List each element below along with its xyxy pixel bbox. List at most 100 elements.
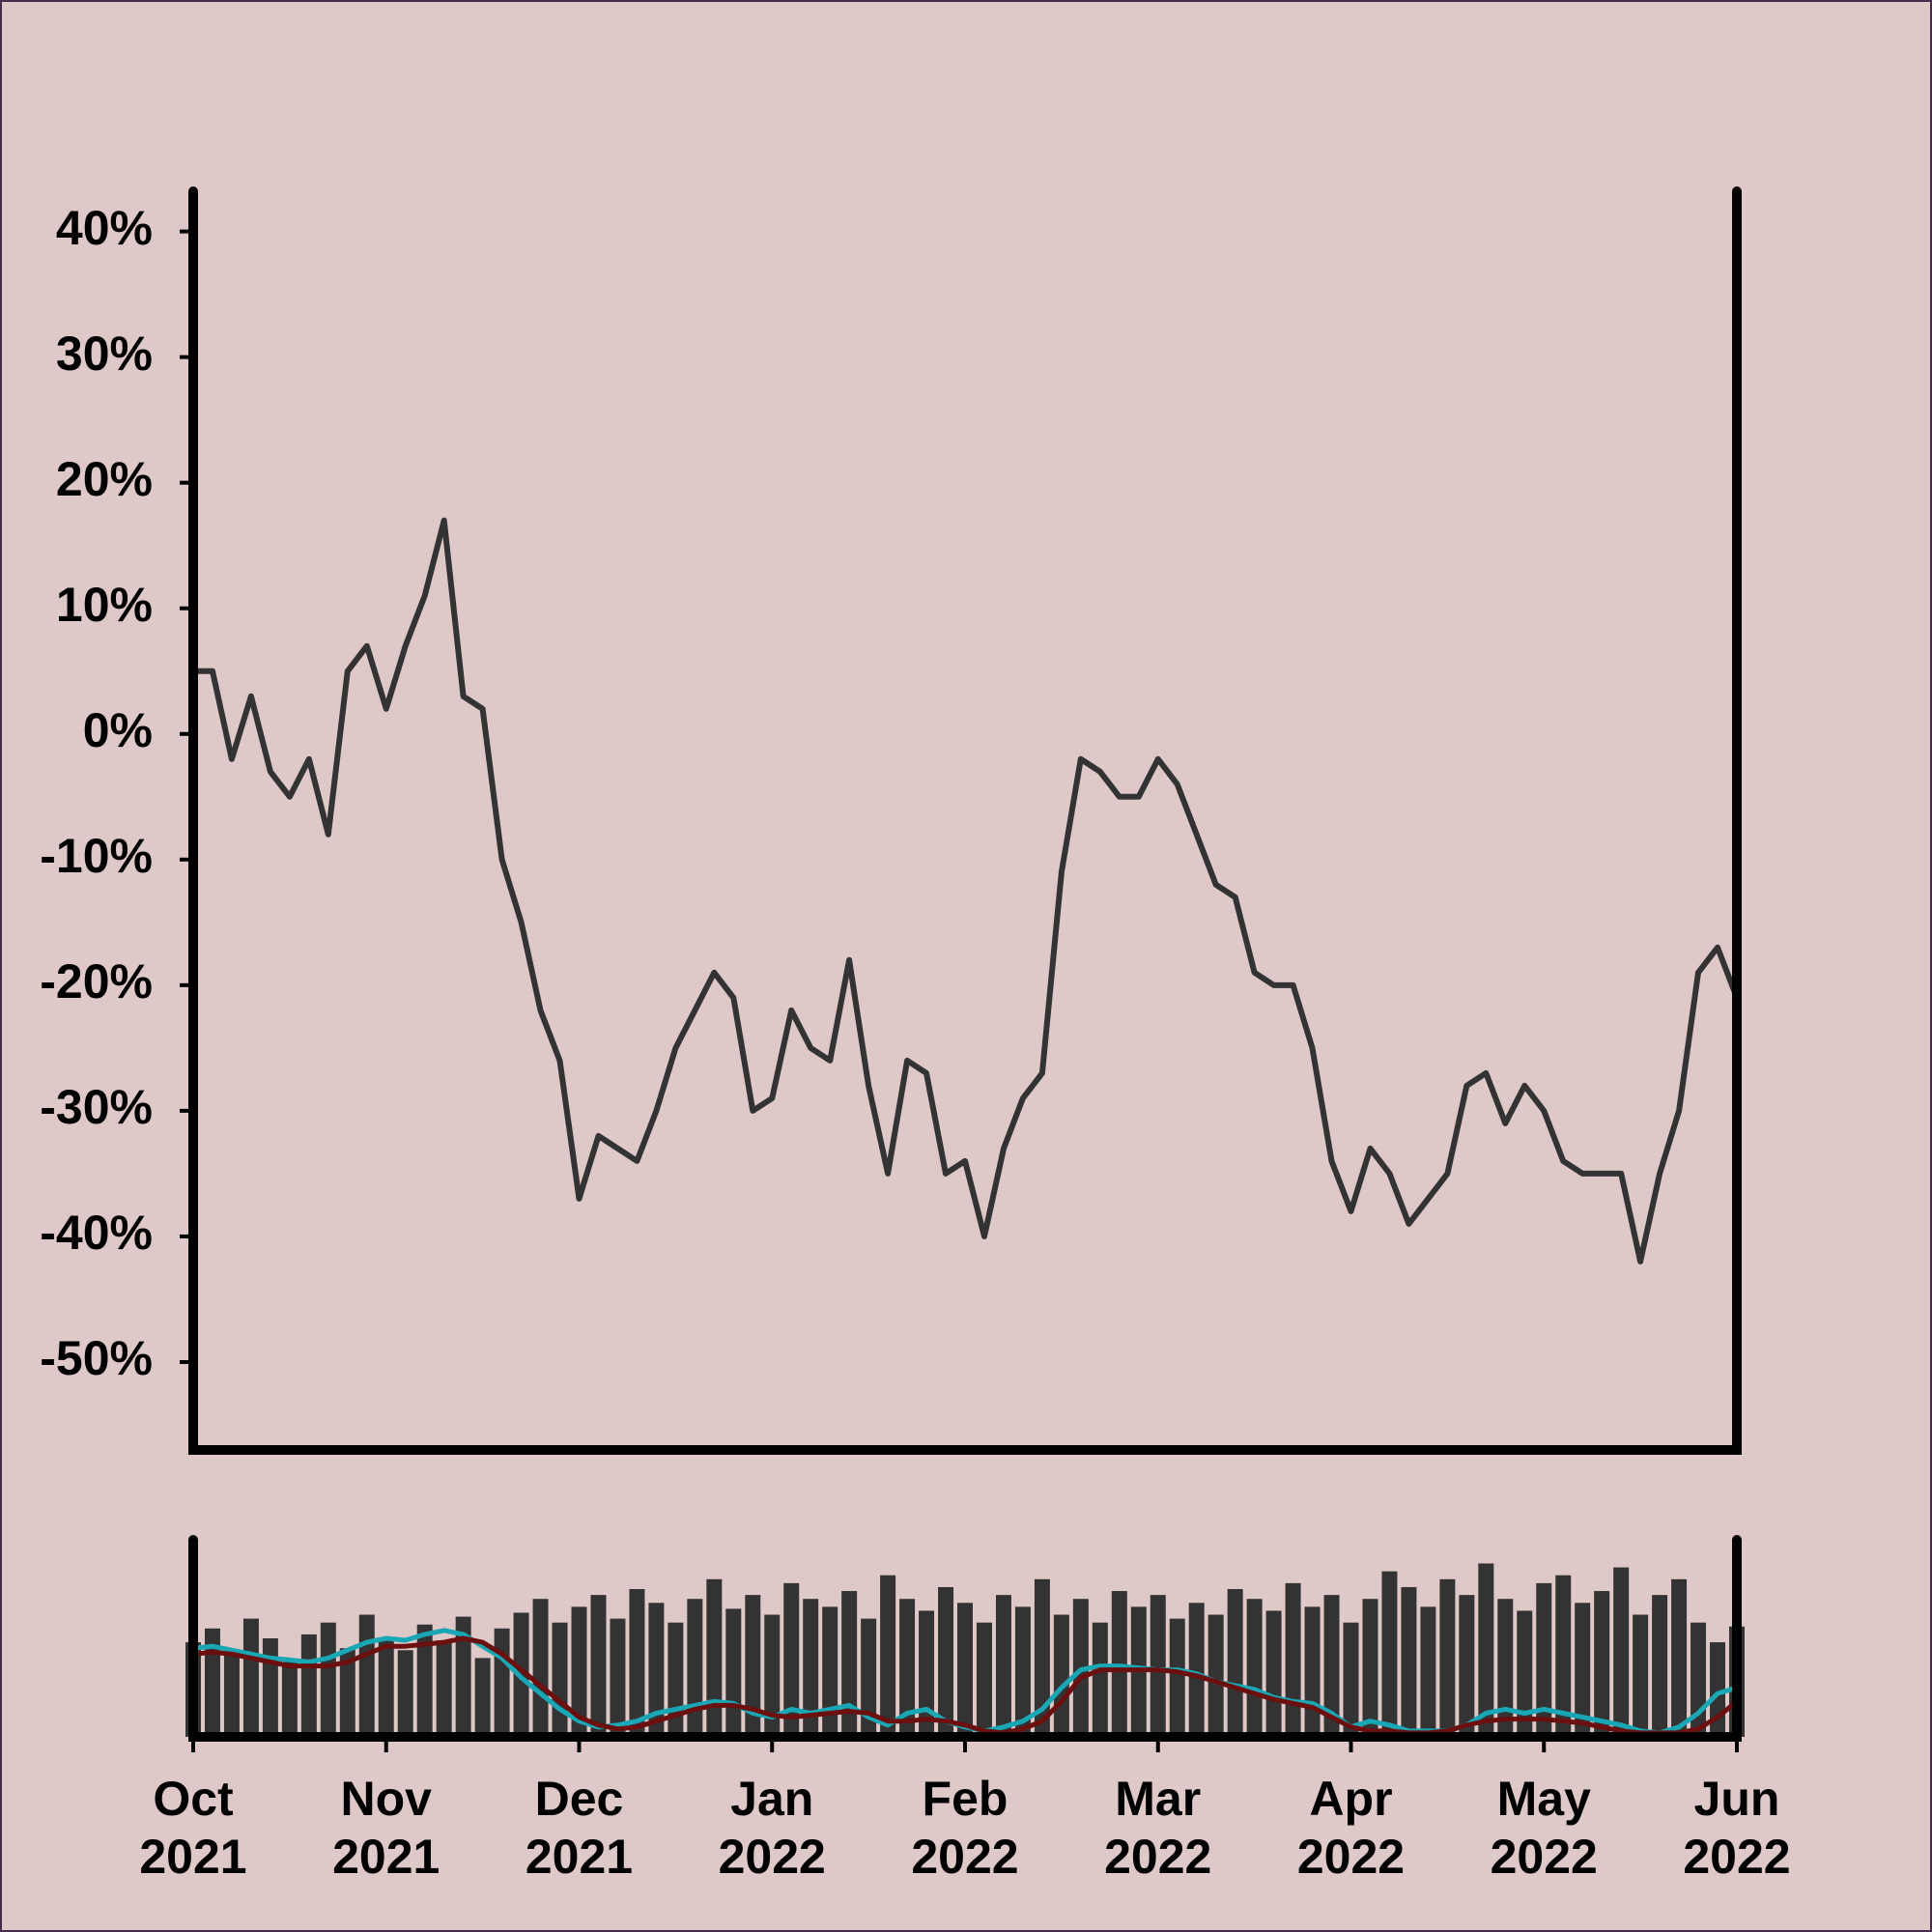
- y-tick-label: 40%: [56, 201, 153, 255]
- volume-bar: [783, 1582, 800, 1737]
- x-tick-label: Dec: [535, 1772, 624, 1826]
- volume-bar: [1188, 1603, 1205, 1737]
- volume-bar: [358, 1614, 375, 1737]
- volume-bar: [841, 1591, 858, 1737]
- volume-bar: [1014, 1606, 1031, 1737]
- volume-bar: [687, 1599, 703, 1737]
- volume-bar: [1208, 1614, 1224, 1737]
- x-tick-label: Feb: [923, 1772, 1009, 1826]
- volume-bar: [880, 1575, 896, 1737]
- volume-bar: [1517, 1610, 1533, 1737]
- y-tick-label: -20%: [40, 954, 153, 1009]
- volume-bar: [1285, 1582, 1301, 1737]
- volume-bar: [610, 1618, 626, 1737]
- x-tick-label: May: [1497, 1772, 1591, 1826]
- volume-bar: [764, 1614, 781, 1737]
- volume-bar: [1575, 1603, 1591, 1737]
- x-tick-label: 2022: [719, 1830, 826, 1884]
- y-tick-label: -40%: [40, 1206, 153, 1260]
- volume-bar: [629, 1589, 645, 1737]
- data-line: [192, 1635, 1739, 1736]
- volume-bar: [899, 1599, 916, 1737]
- volume-bar: [1420, 1606, 1436, 1737]
- volume-bar: [1092, 1622, 1108, 1737]
- volume-bar: [1362, 1599, 1378, 1737]
- volume-bar: [1478, 1563, 1494, 1737]
- volume-bar: [1555, 1575, 1572, 1737]
- volume-bar: [590, 1595, 607, 1737]
- x-tick-label: Oct: [153, 1772, 234, 1826]
- volume-bar: [281, 1662, 298, 1737]
- volume-bar: [1169, 1618, 1185, 1737]
- volume-bar: [1536, 1582, 1552, 1737]
- volume-bar: [1034, 1578, 1050, 1737]
- volume-bar: [494, 1628, 510, 1737]
- x-tick-label: 2022: [1491, 1830, 1598, 1884]
- volume-bar: [938, 1586, 954, 1737]
- volume-bar: [725, 1608, 742, 1737]
- x-tick-label: Apr: [1309, 1772, 1392, 1826]
- volume-bar: [1633, 1614, 1649, 1737]
- volume-bar: [1053, 1614, 1069, 1737]
- x-tick-label: 2022: [911, 1830, 1018, 1884]
- volume-bar: [1227, 1589, 1243, 1737]
- volume-bar: [532, 1599, 549, 1737]
- volume-bar: [1381, 1571, 1398, 1737]
- volume-bar: [1265, 1610, 1282, 1737]
- x-tick-label: Mar: [1115, 1772, 1201, 1826]
- y-tick-label: -10%: [40, 829, 153, 883]
- volume-bar: [957, 1603, 973, 1737]
- x-tick-label: Jan: [730, 1772, 813, 1826]
- volume-bar: [436, 1640, 452, 1737]
- volume-bar: [1652, 1595, 1668, 1737]
- y-tick-label: 10%: [56, 578, 153, 632]
- y-tick-label: 30%: [56, 327, 153, 381]
- volume-bar: [1304, 1606, 1321, 1737]
- volume-bar: [1497, 1599, 1514, 1737]
- x-tick-label: 2021: [139, 1830, 246, 1884]
- volume-bar: [706, 1578, 723, 1737]
- volume-bar: [1459, 1595, 1475, 1737]
- volume-bar: [262, 1638, 278, 1737]
- volume-bar: [1150, 1595, 1166, 1737]
- volume-bar: [803, 1599, 819, 1737]
- volume-bar: [668, 1622, 684, 1737]
- x-tick-label: 2021: [332, 1830, 440, 1884]
- volume-bar: [1343, 1622, 1359, 1737]
- volume-bar: [552, 1622, 568, 1737]
- volume-bar: [1323, 1595, 1340, 1737]
- volume-bar: [455, 1616, 471, 1737]
- volume-bar: [474, 1658, 491, 1737]
- x-tick-label: Nov: [341, 1772, 433, 1826]
- volume-bar: [1401, 1586, 1417, 1737]
- volume-bar: [976, 1622, 992, 1737]
- volume-bar: [919, 1610, 935, 1737]
- volume-bar: [320, 1622, 336, 1737]
- x-tick-label: Jun: [1694, 1772, 1780, 1826]
- volume-bar: [1246, 1599, 1263, 1737]
- y-tick-label: 0%: [83, 703, 153, 757]
- x-tick-label: 2022: [1104, 1830, 1211, 1884]
- volume-bar: [995, 1595, 1011, 1737]
- volume-bar: [378, 1638, 394, 1737]
- volume-bar: [745, 1595, 761, 1737]
- volume-bar: [648, 1603, 665, 1737]
- volume-bar: [339, 1648, 355, 1737]
- data-line: [193, 517, 1740, 1264]
- x-tick-label: 2022: [1297, 1830, 1405, 1884]
- volume-bar: [571, 1606, 587, 1737]
- volume-bar: [223, 1654, 240, 1737]
- volume-bar: [1671, 1578, 1688, 1737]
- volume-bar: [416, 1624, 433, 1737]
- volume-bar: [822, 1606, 838, 1737]
- x-tick-label: 2022: [1683, 1830, 1790, 1884]
- volume-bar: [861, 1618, 877, 1737]
- main-frame: [188, 186, 1742, 1455]
- volume-bar: [1439, 1578, 1456, 1737]
- volume-bar: [1594, 1591, 1610, 1737]
- y-tick-label: 20%: [56, 452, 153, 506]
- volume-bar: [1613, 1567, 1630, 1737]
- volume-bar: [204, 1628, 220, 1737]
- volume-bar: [397, 1650, 413, 1737]
- volume-bar: [300, 1634, 317, 1737]
